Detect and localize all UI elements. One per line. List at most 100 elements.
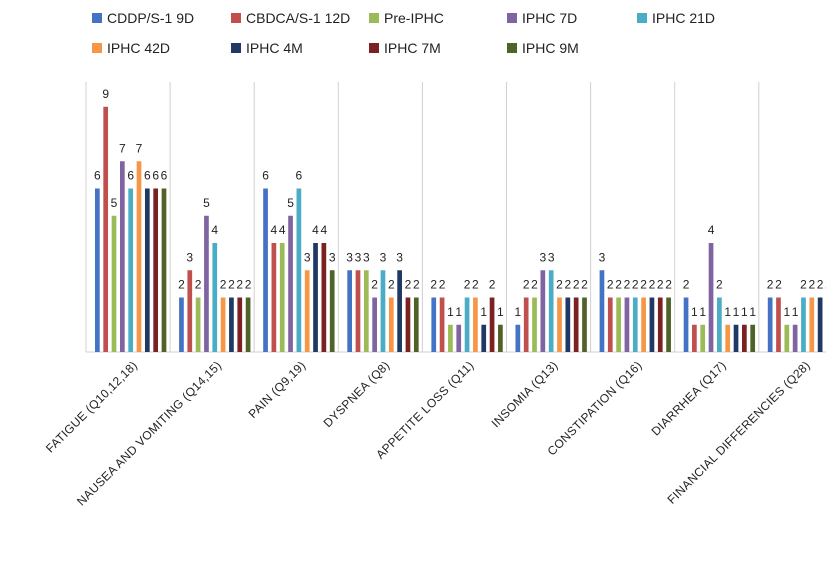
bar — [817, 297, 823, 352]
data-label: 2 — [531, 278, 538, 292]
data-label: 2 — [615, 278, 622, 292]
bar — [489, 297, 495, 352]
bar — [717, 297, 722, 352]
bar — [692, 324, 697, 352]
data-label: 2 — [472, 278, 479, 292]
data-label: 1 — [741, 305, 748, 319]
data-label: 9 — [102, 87, 109, 101]
bar — [532, 297, 537, 352]
category-label: DYSPNEA (Q8) — [321, 358, 393, 430]
data-label: 2 — [388, 278, 395, 292]
bar — [271, 243, 277, 352]
bar — [776, 297, 781, 352]
legend-swatch — [92, 43, 102, 53]
data-label: 1 — [447, 305, 454, 319]
data-label: 3 — [599, 250, 606, 264]
data-label: 2 — [657, 278, 664, 292]
bar — [229, 297, 234, 352]
legend-label: IPHC 9M — [522, 40, 579, 56]
bar — [111, 215, 117, 352]
data-label: 1 — [480, 305, 487, 319]
data-label: 3 — [355, 250, 362, 264]
data-label: 4 — [279, 223, 286, 237]
bar — [212, 243, 218, 352]
legend-label: CBDCA/S-1 12D — [246, 10, 350, 26]
bar — [649, 297, 655, 352]
bar — [607, 297, 613, 352]
data-label: 7 — [119, 141, 126, 155]
bar — [616, 297, 621, 352]
bar — [103, 106, 109, 352]
data-label: 6 — [144, 169, 151, 183]
data-label: 2 — [775, 278, 782, 292]
bar — [557, 297, 562, 352]
data-label: 5 — [203, 196, 210, 210]
data-label: 2 — [573, 278, 580, 292]
bar — [733, 324, 739, 352]
legend-label: IPHC 21D — [652, 10, 715, 26]
bar — [632, 297, 638, 352]
bar — [809, 297, 815, 352]
data-label: 4 — [211, 223, 218, 237]
legend-swatch — [92, 13, 102, 23]
data-label: 2 — [405, 278, 412, 292]
bar — [515, 324, 521, 352]
legend-label: CDDP/S-1 9D — [107, 10, 194, 26]
data-label: 2 — [413, 278, 420, 292]
data-label: 2 — [640, 278, 647, 292]
bar — [548, 270, 554, 352]
bar — [439, 297, 445, 352]
data-label: 3 — [304, 250, 311, 264]
legend-label: IPHC 7M — [384, 40, 441, 56]
data-label: 3 — [539, 250, 546, 264]
data-label: 3 — [186, 250, 193, 264]
data-label: 6 — [262, 169, 269, 183]
data-label: 2 — [683, 278, 690, 292]
bar — [481, 324, 487, 352]
data-label: 6 — [127, 169, 134, 183]
category-label: FINANCIAL DIFFERENCIES (Q28) — [664, 358, 812, 506]
bar — [380, 270, 386, 352]
bar — [187, 270, 193, 352]
data-label: 1 — [497, 305, 504, 319]
bar — [599, 270, 605, 352]
bar — [573, 297, 579, 352]
data-label: 1 — [724, 305, 731, 319]
data-label: 5 — [287, 196, 294, 210]
data-label: 3 — [346, 250, 353, 264]
data-label: 3 — [396, 250, 403, 264]
data-label: 1 — [783, 305, 790, 319]
bar — [523, 297, 529, 352]
bar — [405, 297, 411, 352]
bar — [540, 270, 546, 352]
bar — [313, 243, 318, 352]
data-label: 2 — [195, 278, 202, 292]
data-label: 2 — [489, 278, 496, 292]
bar — [304, 270, 310, 352]
bar — [161, 188, 167, 352]
data-label: 4 — [271, 223, 278, 237]
data-label: 2 — [581, 278, 588, 292]
bar — [448, 324, 453, 352]
data-label: 5 — [111, 196, 118, 210]
data-label: 6 — [94, 169, 101, 183]
data-label: 2 — [767, 278, 774, 292]
data-label: 2 — [817, 278, 824, 292]
data-label: 1 — [455, 305, 462, 319]
bar — [195, 297, 201, 352]
legend-label: Pre-IPHC — [384, 10, 444, 26]
legend-label: IPHC 7D — [522, 10, 577, 26]
bar — [179, 297, 184, 352]
data-label: 1 — [515, 305, 522, 319]
data-label: 2 — [430, 278, 437, 292]
bar — [708, 243, 714, 352]
bar — [498, 324, 503, 352]
category-label: FATIGUE (Q10,12,18) — [43, 358, 140, 455]
bar — [153, 188, 159, 352]
category-label: PAIN (Q9,19) — [246, 358, 309, 421]
legend-label: IPHC 42D — [107, 40, 170, 56]
legend-swatch — [369, 13, 379, 23]
data-label: 2 — [607, 278, 614, 292]
bar — [641, 297, 646, 352]
category-label: CONSTIPATION (Q16) — [545, 358, 645, 458]
